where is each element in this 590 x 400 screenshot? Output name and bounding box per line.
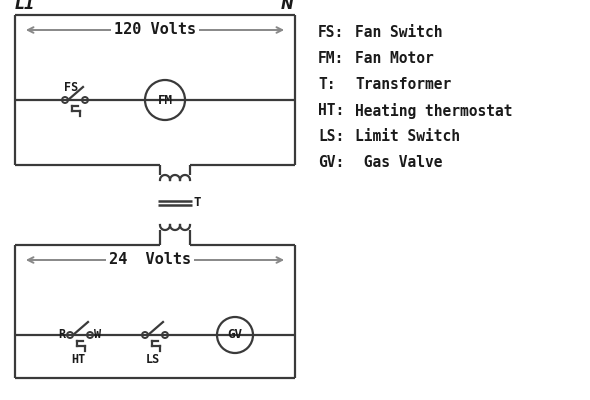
Text: HT: HT [71, 353, 85, 366]
Text: T: T [194, 196, 202, 209]
Text: Fan Motor: Fan Motor [355, 51, 434, 66]
Text: GV: GV [228, 328, 242, 342]
Text: FM: FM [158, 94, 172, 106]
Text: 24  Volts: 24 Volts [109, 252, 191, 268]
Text: R: R [58, 328, 65, 342]
Text: N: N [280, 0, 293, 12]
Text: T:: T: [318, 77, 336, 92]
Text: Gas Valve: Gas Valve [355, 155, 442, 170]
Text: HT:: HT: [318, 103, 344, 118]
Text: FS: FS [64, 81, 78, 94]
Text: W: W [94, 328, 101, 342]
Text: Fan Switch: Fan Switch [355, 25, 442, 40]
Text: LS:: LS: [318, 129, 344, 144]
Text: Heating thermostat: Heating thermostat [355, 103, 513, 119]
Text: LS: LS [146, 353, 160, 366]
Text: 120 Volts: 120 Volts [114, 22, 196, 38]
Text: GV:: GV: [318, 155, 344, 170]
Text: Limit Switch: Limit Switch [355, 129, 460, 144]
Text: FM:: FM: [318, 51, 344, 66]
Text: FS:: FS: [318, 25, 344, 40]
Text: L1: L1 [15, 0, 35, 12]
Text: Transformer: Transformer [355, 77, 451, 92]
